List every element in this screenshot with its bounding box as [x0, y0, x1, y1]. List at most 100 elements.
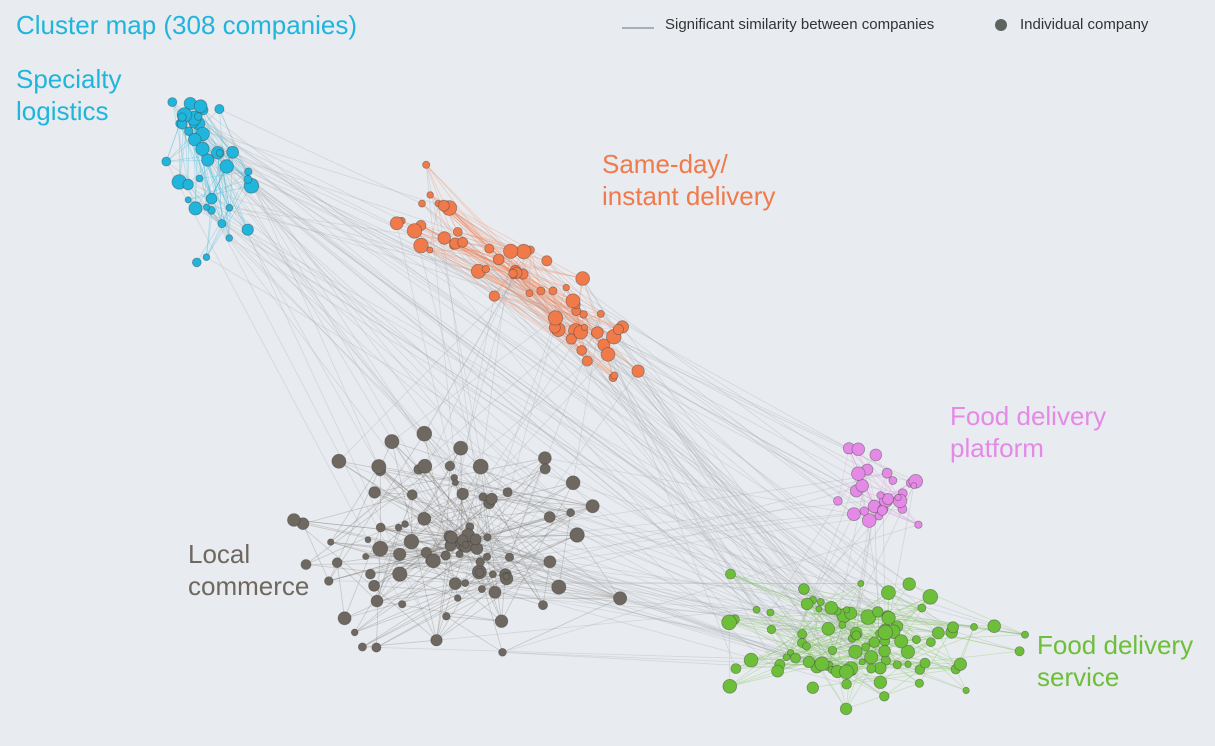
similarity-edge — [425, 164, 581, 333]
company-node-service — [766, 624, 777, 635]
similarity-edge — [399, 573, 458, 599]
similarity-edge — [512, 275, 639, 372]
similarity-edge — [379, 470, 382, 528]
similarity-edge — [488, 502, 621, 599]
company-node-specialty — [192, 257, 202, 268]
company-node-sameday — [580, 323, 589, 331]
cluster-label-line2: logistics — [16, 96, 109, 126]
edges-layer — [165, 101, 1026, 710]
similarity-edge — [786, 632, 857, 658]
similarity-edge — [354, 482, 574, 633]
similarity-edge — [166, 161, 885, 697]
company-node-service — [766, 608, 775, 617]
company-node-local — [461, 540, 470, 549]
company-node-specialty — [203, 203, 211, 211]
similarity-edge — [188, 131, 223, 224]
company-node-sameday — [457, 236, 469, 248]
company-node-service — [816, 598, 825, 607]
similarity-edge — [729, 622, 894, 633]
company-node-local — [442, 612, 451, 621]
company-node-local — [368, 579, 381, 592]
similarity-edge — [751, 629, 886, 661]
company-node-service — [873, 675, 888, 690]
similarity-edge — [467, 534, 909, 665]
company-node-local — [543, 555, 557, 569]
company-node-specialty — [184, 196, 192, 204]
similarity-edge — [802, 633, 856, 653]
company-node-local — [327, 538, 335, 546]
similarity-edge — [544, 457, 854, 515]
company-node-local — [551, 579, 567, 595]
company-node-local — [456, 487, 469, 501]
company-node-sameday — [547, 310, 564, 326]
similarity-edge — [436, 561, 551, 641]
company-node-sameday — [389, 216, 404, 231]
company-node-service — [721, 614, 737, 631]
similarity-edge — [453, 245, 584, 315]
similarity-edge — [376, 583, 456, 602]
cluster-label-line1: Same-day/ — [602, 149, 728, 179]
similarity-edge — [480, 513, 854, 563]
similarity-edge — [828, 485, 915, 667]
similarity-edge — [344, 561, 551, 619]
company-node-local — [392, 566, 408, 582]
similarity-edge — [203, 109, 869, 618]
company-node-platform — [914, 520, 923, 529]
similarity-edge — [600, 313, 855, 515]
similarity-edge — [226, 166, 581, 333]
similarity-edge — [429, 249, 524, 275]
company-node-local — [287, 513, 301, 527]
cluster-label-line1: Local — [188, 539, 251, 569]
similarity-edge — [202, 148, 455, 479]
similarity-edge — [443, 205, 567, 288]
similarity-edge — [436, 545, 467, 641]
page-title: Cluster map (308 companies) — [16, 10, 358, 40]
similarity-edge — [207, 159, 230, 208]
company-node-specialty — [193, 99, 208, 113]
company-node-service — [842, 606, 851, 614]
similarity-edge — [376, 527, 399, 602]
similarity-edge — [187, 184, 480, 573]
similarity-edge — [187, 184, 223, 224]
company-node-service — [926, 637, 936, 648]
similarity-edge — [228, 237, 492, 500]
company-node-local — [331, 557, 343, 568]
company-node-service — [827, 645, 838, 656]
similarity-edge — [512, 275, 585, 328]
similarity-edge — [305, 447, 461, 565]
similarity-edge — [806, 603, 872, 669]
similarity-edge — [855, 506, 875, 634]
company-node-service — [953, 657, 968, 671]
similarity-edge — [455, 243, 910, 585]
company-node-local — [416, 425, 433, 442]
similarity-edge — [221, 171, 249, 224]
company-node-local — [585, 499, 600, 514]
similarity-edge — [217, 152, 223, 224]
similarity-edge — [444, 237, 598, 333]
company-node-local — [504, 552, 515, 562]
similarity-edge — [570, 338, 833, 651]
company-node-specialty — [188, 132, 202, 147]
similarity-edge — [219, 108, 423, 204]
similarity-edge — [479, 534, 578, 573]
similarity-edge — [576, 534, 621, 599]
similarity-edge — [457, 231, 911, 484]
company-node-service — [922, 588, 939, 605]
company-node-sameday — [565, 333, 577, 345]
company-node-local — [371, 642, 382, 653]
company-node-sameday — [565, 293, 581, 309]
similarity-edge — [330, 541, 847, 685]
similarity-edge — [478, 270, 556, 328]
similarity-edge — [426, 354, 609, 553]
similarity-edge — [247, 229, 571, 514]
similarity-edge — [882, 510, 919, 526]
company-node-service — [725, 568, 736, 580]
similarity-edge — [446, 615, 503, 653]
company-node-service — [1014, 646, 1025, 657]
similarity-edge — [501, 482, 574, 622]
similarity-edge — [729, 583, 862, 687]
similarity-edge — [429, 194, 456, 244]
similarity-edge — [373, 544, 466, 587]
company-node-local — [569, 527, 585, 543]
company-node-service — [881, 610, 896, 626]
